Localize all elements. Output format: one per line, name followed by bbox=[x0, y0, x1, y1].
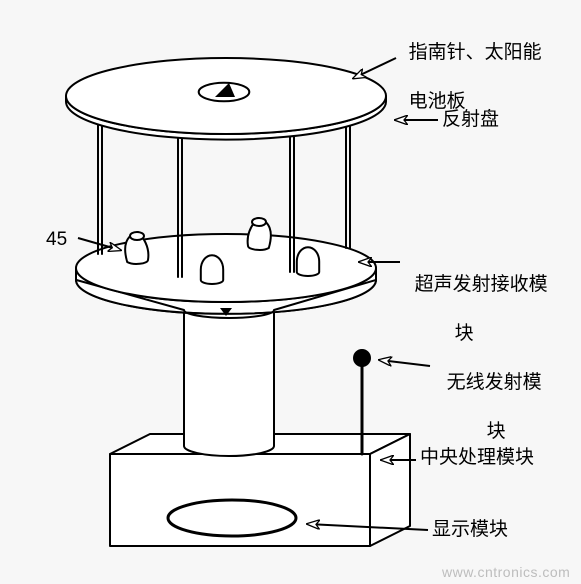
label-compass-solar: 指南针、太阳能 电池板 bbox=[398, 16, 542, 115]
label-reflector: 反射盘 bbox=[442, 108, 499, 133]
arrow-compass bbox=[354, 58, 396, 78]
label-45: 45 bbox=[46, 228, 67, 253]
label-display: 显示模块 bbox=[432, 518, 508, 543]
label-wireless: 无线发射模 块 bbox=[436, 346, 542, 445]
watermark: www.cntronics.com bbox=[442, 564, 570, 580]
label-cpu: 中央处理模块 bbox=[420, 446, 534, 471]
ultrasonic-line2: 块 bbox=[415, 323, 474, 344]
wireless-line2: 块 bbox=[447, 421, 506, 442]
compass-solar-line1: 指南针、太阳能 bbox=[409, 42, 542, 63]
wireless-line1: 无线发射模 bbox=[447, 372, 542, 393]
arrow-wireless bbox=[380, 360, 430, 366]
ultrasonic-line1: 超声发射接收模 bbox=[415, 274, 548, 295]
label-ultrasonic: 超声发射接收模 块 bbox=[404, 248, 548, 347]
